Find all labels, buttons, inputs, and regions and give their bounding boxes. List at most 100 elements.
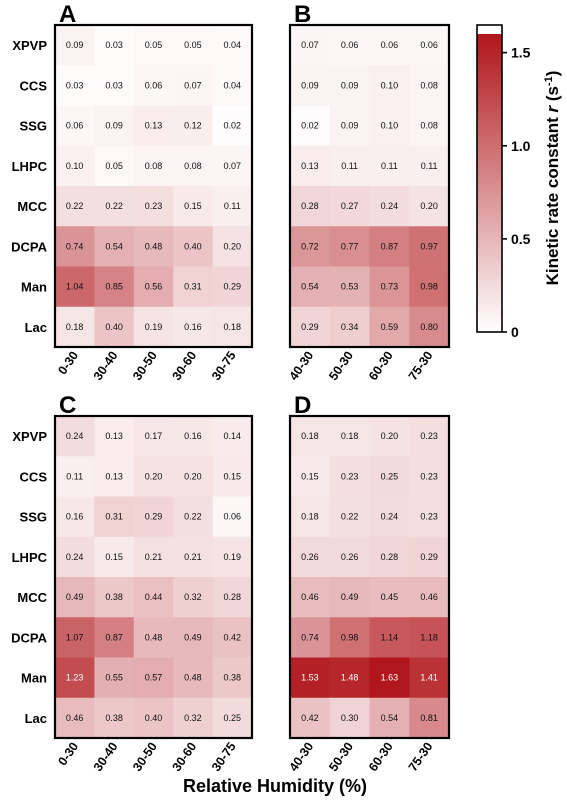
heatmap-cell	[55, 186, 95, 227]
cell-value-label: 0.85	[105, 282, 123, 292]
heatmap-cell	[94, 65, 135, 106]
heatmap-cell	[173, 496, 213, 538]
cell-value-label: 0.48	[184, 673, 202, 683]
heatmap-cell	[55, 617, 95, 658]
row-label: CCS	[20, 469, 48, 484]
cell-value-label: 0.09	[66, 40, 84, 50]
cell-value-label: 0.20	[381, 431, 399, 441]
cell-value-label: 0.19	[224, 552, 242, 562]
heatmap-cell	[55, 105, 95, 147]
cell-value-label: 0.03	[105, 40, 123, 50]
heatmap-cell	[409, 65, 450, 106]
heatmap-cell	[173, 306, 213, 348]
heatmap-cell	[290, 145, 331, 187]
cell-value-label: 0.29	[420, 552, 438, 562]
heatmap-cell	[290, 226, 331, 267]
cell-value-label: 0.38	[105, 592, 123, 602]
cell-value-label: 0.32	[184, 713, 202, 723]
cell-value-label: 0.29	[224, 282, 242, 292]
cell-value-label: 0.06	[145, 80, 163, 90]
heatmap-cell	[409, 266, 450, 308]
heatmap-cell	[329, 145, 370, 187]
heatmap-cell	[173, 226, 213, 267]
heatmap-cell	[369, 536, 410, 578]
heatmap-cell	[55, 577, 95, 618]
colorbar-tick-label: 0.5	[511, 231, 531, 247]
cell-value-label: 0.15	[224, 471, 242, 481]
cell-value-label: 0.29	[301, 322, 319, 332]
heatmap-cell	[409, 456, 450, 497]
heatmap-cell	[369, 226, 410, 267]
heatmap-cell	[94, 456, 135, 497]
heatmap-cell	[55, 226, 95, 267]
heatmap-cell	[133, 697, 174, 739]
heatmap-cell	[329, 105, 370, 147]
cell-value-label: 0.24	[381, 512, 399, 522]
row-label: SSG	[20, 510, 47, 525]
cell-value-label: 0.34	[341, 322, 359, 332]
heatmap-cell	[290, 416, 331, 457]
panel-letter: B	[294, 1, 311, 28]
column-label: 75-30	[406, 349, 436, 383]
heatmap-cell	[329, 456, 370, 497]
heatmap-cell	[94, 186, 135, 227]
column-label: 75-30	[406, 740, 436, 774]
heatmap-cell	[290, 306, 331, 348]
heatmap-cell	[369, 496, 410, 538]
cell-value-label: 0.24	[381, 201, 399, 211]
cell-value-label: 0.18	[301, 512, 319, 522]
heatmap-cell	[212, 306, 253, 348]
heatmap-cell	[369, 105, 410, 147]
row-label: Lac	[25, 320, 47, 335]
colorbar-label-exponent: -1	[543, 76, 555, 86]
heatmap-cell	[55, 657, 95, 699]
cell-value-label: 0.20	[420, 201, 438, 211]
heatmap-cell	[94, 266, 135, 308]
heatmap-cell	[329, 536, 370, 578]
cell-value-label: 1.04	[66, 282, 84, 292]
heatmap-cell	[133, 577, 174, 618]
heatmap-cell	[290, 496, 331, 538]
cell-value-label: 0.16	[184, 322, 202, 332]
heatmap-cell	[329, 697, 370, 739]
heatmap-cell	[55, 266, 95, 308]
row-label: DCPA	[11, 630, 47, 645]
cell-value-label: 1.48	[341, 673, 359, 683]
heatmap-cell	[369, 617, 410, 658]
heatmap-cell	[329, 266, 370, 308]
cell-value-label: 0.24	[66, 431, 84, 441]
heatmap-cell	[290, 697, 331, 739]
cell-value-label: 0.10	[66, 161, 84, 171]
heatmap-panel-d: D 0.18 0.18 0.20 0.23 0.15 0.23 0.25 0.23 0.18 0.2…	[287, 392, 451, 774]
cell-value-label: 0.25	[381, 471, 399, 481]
colorbar-tick-label: 1.0	[511, 138, 531, 154]
panel-frame	[53, 23, 254, 349]
column-label: 30-50	[130, 740, 160, 774]
panel-frame	[288, 23, 451, 349]
cell-value-label: 1.53	[301, 673, 319, 683]
column-label: 60-30	[366, 740, 396, 774]
heatmap-cell	[409, 105, 450, 147]
cell-value-label: 0.03	[105, 80, 123, 90]
heatmap-cell	[290, 577, 331, 618]
colorbar-tick-label: 0	[511, 324, 519, 340]
cell-value-label: 0.22	[341, 512, 359, 522]
cell-value-label: 0.20	[184, 471, 202, 481]
cell-value-label: 0.10	[381, 80, 399, 90]
cell-value-label: 0.23	[420, 471, 438, 481]
heatmap-cell	[94, 105, 135, 147]
cell-value-label: 0.05	[184, 40, 202, 50]
heatmap-cell	[173, 617, 213, 658]
cell-value-label: 0.23	[341, 471, 359, 481]
cell-value-label: 0.25	[224, 713, 242, 723]
cell-value-label: 0.49	[66, 592, 84, 602]
cell-value-label: 0.26	[301, 552, 319, 562]
row-label: MCC	[17, 199, 47, 214]
heatmap-cell	[369, 65, 410, 106]
cell-value-label: 0.28	[381, 552, 399, 562]
cell-value-label: 0.98	[420, 282, 438, 292]
heatmap-cell	[329, 617, 370, 658]
heatmap-cell	[133, 617, 174, 658]
cell-value-label: 0.19	[145, 322, 163, 332]
heatmap-cell	[133, 306, 174, 348]
